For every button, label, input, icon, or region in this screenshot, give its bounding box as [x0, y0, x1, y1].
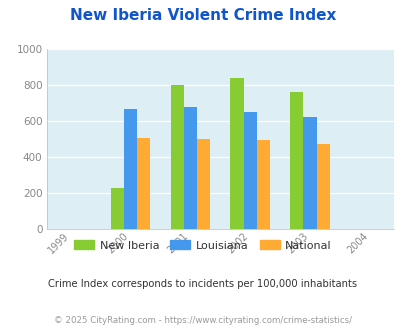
Bar: [137, 138, 150, 229]
Bar: [196, 139, 209, 229]
Bar: [290, 92, 303, 229]
Text: New Iberia Violent Crime Index: New Iberia Violent Crime Index: [70, 8, 335, 23]
Bar: [256, 140, 269, 229]
Bar: [183, 107, 196, 229]
Bar: [230, 78, 243, 229]
Bar: [243, 113, 256, 229]
Bar: [111, 188, 124, 229]
Bar: [170, 85, 183, 229]
Text: © 2025 CityRating.com - https://www.cityrating.com/crime-statistics/: © 2025 CityRating.com - https://www.city…: [54, 316, 351, 325]
Text: Crime Index corresponds to incidents per 100,000 inhabitants: Crime Index corresponds to incidents per…: [48, 279, 357, 289]
Bar: [316, 145, 329, 229]
Bar: [303, 117, 316, 229]
Bar: [124, 109, 137, 229]
Legend: New Iberia, Louisiana, National: New Iberia, Louisiana, National: [69, 236, 336, 255]
